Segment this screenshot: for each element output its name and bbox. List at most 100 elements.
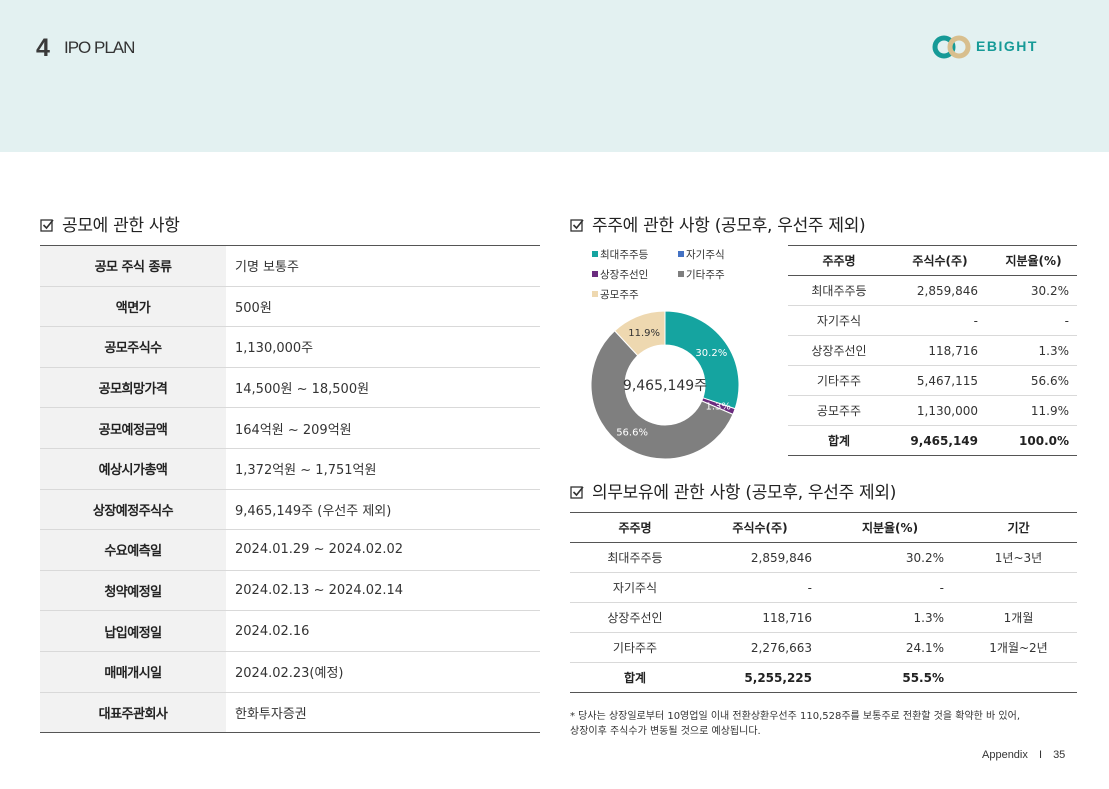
- lockup-period: 1년~3년: [960, 542, 1077, 573]
- offering-row: 공모 주식 종류 기명 보통주: [40, 245, 540, 287]
- offering-value: 한화투자증권: [235, 706, 307, 722]
- table-row: 기타주주 5,467,115 56.6%: [788, 365, 1077, 396]
- offering-value: 2024.02.13 ~ 2024.02.14: [226, 570, 540, 612]
- offering-label: 공모주식수: [40, 326, 226, 368]
- footnote: * 당사는 상장일로부터 10영업일 이내 전환상환우선주 110,528주를 …: [570, 709, 1080, 739]
- offering-value: 2024.02.23(예정): [226, 651, 540, 693]
- offering-row: 수요예측일 2024.01.29 ~ 2024.02.02: [40, 529, 540, 571]
- offering-value: 1,130,000주: [226, 326, 540, 368]
- lockup-period: 1개월: [960, 602, 1077, 633]
- shareholder-name: 최대주주등: [788, 275, 890, 306]
- offering-value: 기명 보통주: [226, 245, 540, 287]
- legend-item: 자기주식: [678, 247, 725, 262]
- shareholder-shares: 118,716: [890, 335, 990, 366]
- offering-label: 수요예측일: [40, 529, 226, 571]
- section-number: 4: [36, 34, 50, 62]
- offering-label: 액면가: [40, 286, 226, 328]
- offering-row: 공모주식수 1,130,000주: [40, 326, 540, 368]
- table-row: 기타주주 2,276,663 24.1% 1개월~2년: [570, 632, 1077, 663]
- total-ratio: 100.0%: [1019, 433, 1069, 448]
- shareholder-ratio: 1.3%: [990, 335, 1077, 366]
- lockup-ratio: 30.2%: [820, 542, 960, 573]
- col-header: 지분율(%): [990, 245, 1077, 276]
- total-period: [960, 663, 1077, 693]
- shareholders-heading: 주주에 관한 사항 (공모후, 우선주 제외): [570, 211, 866, 236]
- footnote-line: 상장이후 주식수가 변동될 것으로 예상됩니다.: [570, 726, 761, 737]
- legend-label: 자기주식: [686, 249, 725, 261]
- offering-label: 공모예정금액: [40, 407, 226, 449]
- col-header: 기간: [960, 512, 1077, 543]
- lockup-name: 기타주주: [570, 632, 700, 663]
- offering-row: 청약예정일 2024.02.13 ~ 2024.02.14: [40, 570, 540, 612]
- lockup-ratio: 1.3%: [820, 602, 960, 633]
- lockup-name: 최대주주등: [570, 542, 700, 573]
- shareholder-shares: 5,467,115: [890, 365, 990, 396]
- table-row: 상장주선인 118,716 1.3%: [788, 335, 1077, 366]
- offering-value: 9,465,149주 (우선주 제외): [226, 489, 540, 531]
- shareholder-ratio: 56.6%: [990, 365, 1077, 396]
- offering-label: 예상시가총액: [40, 448, 226, 490]
- shareholder-donut-chart: 9,465,149주 30.2% 1.3% 56.6% 11.9%: [590, 310, 740, 460]
- total-shares: 9,465,149: [910, 433, 978, 448]
- offering-row: 공모희망가격 14,500원 ~ 18,500원: [40, 367, 540, 409]
- donut-data-label: 30.2%: [695, 348, 727, 359]
- offering-heading: 공모에 관한 사항: [40, 211, 180, 236]
- offering-label: 대표주관회사: [40, 692, 226, 733]
- donut-data-label: 1.3%: [705, 401, 730, 412]
- table-row: 자기주식 - -: [570, 572, 1077, 603]
- footer-label: Appendix: [982, 749, 1028, 761]
- lockup-ratio: 24.1%: [820, 632, 960, 663]
- table-row: 최대주주등 2,859,846 30.2%: [788, 275, 1077, 306]
- offering-row: 액면가 500원: [40, 286, 540, 328]
- offering-label: 공모 주식 종류: [40, 245, 226, 287]
- shareholder-ratio: 30.2%: [990, 275, 1077, 306]
- lockup-shares: -: [700, 572, 820, 603]
- legend-item: 공모주주: [592, 287, 639, 302]
- col-header: 지분율(%): [820, 512, 960, 543]
- offering-row: 공모예정금액 164억원 ~ 209억원: [40, 407, 540, 449]
- shareholders-heading-text: 주주에 관한 사항 (공모후, 우선주 제외): [592, 216, 866, 236]
- checkbox-icon: [40, 219, 54, 232]
- offering-heading-text: 공모에 관한 사항: [62, 216, 180, 236]
- offering-label: 공모희망가격: [40, 367, 226, 409]
- legend-item: 기타주주: [678, 267, 725, 282]
- footnote-line: * 당사는 상장일로부터 10영업일 이내 전환상환우선주 110,528주를 …: [570, 711, 1021, 722]
- footer-separator: I: [1038, 749, 1042, 761]
- offering-label: 매매개시일: [40, 651, 226, 693]
- table-row: 공모주주 1,130,000 11.9%: [788, 395, 1077, 426]
- table-row: 최대주주등 2,859,846 30.2% 1년~3년: [570, 542, 1077, 573]
- lockup-name: 상장주선인: [570, 602, 700, 633]
- lockup-heading-text: 의무보유에 관한 사항 (공모후, 우선주 제외): [592, 483, 897, 503]
- offering-value: 500원: [226, 286, 540, 328]
- offering-table: 공모 주식 종류 기명 보통주 액면가 500원 공모주식수 1,130,000주 공모희망…: [40, 245, 540, 734]
- legend-swatch: [592, 271, 598, 277]
- page-number: 35: [1053, 749, 1066, 761]
- shareholders-table: 주주명 주식수(주) 지분율(%) 최대주주등 2,859,846 30.2% 자기주…: [788, 245, 1077, 456]
- donut-slice: [664, 310, 740, 410]
- offering-row: 납입예정일 2024.02.16: [40, 610, 540, 652]
- offering-label: 납입예정일: [40, 610, 226, 652]
- offering-label: 청약예정일: [40, 570, 226, 612]
- donut-data-label: 11.9%: [628, 328, 660, 339]
- lockup-shares: 2,276,663: [700, 632, 820, 663]
- legend-item: 상장주선인: [592, 267, 648, 282]
- table-row: 상장주선인 118,716 1.3% 1개월: [570, 602, 1077, 633]
- total-ratio: 55.5%: [902, 670, 944, 685]
- legend-label: 기타주주: [686, 269, 725, 281]
- shareholder-ratio: -: [990, 305, 1077, 336]
- total-label: 합계: [827, 434, 851, 448]
- legend-swatch: [678, 251, 684, 257]
- total-row: 합계 5,255,225 55.5%: [570, 663, 1077, 693]
- section-title: IPO PLAN: [64, 38, 135, 57]
- donut-slice: [613, 310, 666, 357]
- offering-value: 14,500원 ~ 18,500원: [226, 367, 540, 409]
- donut-data-label: 56.6%: [616, 428, 648, 439]
- offering-value: 164억원 ~ 209억원: [226, 407, 540, 449]
- legend-label: 최대주주등: [600, 249, 649, 261]
- lockup-table: 주주명 주식수(주) 지분율(%) 기간 최대주주등 2,859,846 30.2%…: [570, 512, 1077, 693]
- lockup-ratio: -: [820, 572, 960, 603]
- lockup-shares: 118,716: [700, 602, 820, 633]
- shareholder-name: 기타주주: [788, 365, 890, 396]
- shareholder-name: 자기주식: [788, 305, 890, 336]
- header-band: 4 IPO PLAN EBIGHT: [0, 0, 1109, 152]
